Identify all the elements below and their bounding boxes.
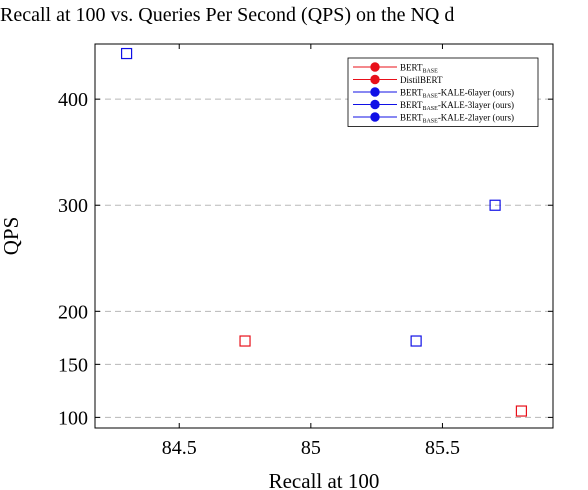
y-tick-label: 150	[58, 354, 88, 376]
x-axis-label: Recall at 100	[269, 469, 380, 490]
x-tick-label: 85.5	[425, 437, 460, 459]
legend-label: BERTBASE-KALE-6layer (ours)	[400, 88, 514, 100]
legend-label: DistilBERT	[400, 75, 443, 85]
chart-title: Recall at 100 vs. Queries Per Second (QP…	[0, 4, 455, 26]
data-point	[120, 47, 133, 60]
plot-frame	[94, 43, 554, 429]
y-tick-label: 100	[58, 407, 88, 429]
y-tick-label: 200	[58, 301, 88, 323]
legend-label: BERTBASE	[400, 63, 438, 75]
legend-marker	[370, 99, 380, 110]
x-tick-label: 84.5	[162, 437, 197, 459]
data-point	[410, 335, 422, 347]
x-tick-label: 85	[301, 437, 321, 459]
data-point	[515, 405, 528, 417]
legend-marker	[370, 112, 380, 122]
legend-marker	[370, 62, 380, 72]
y-tick-label: 300	[58, 195, 88, 217]
data-point	[489, 199, 501, 211]
legend-label: BERTBASE-KALE-2layer (ours)	[400, 113, 514, 125]
y-axis-label: QPS	[0, 217, 23, 256]
data-point	[239, 335, 251, 347]
legend-marker	[370, 74, 380, 85]
legend-label: BERTBASE-KALE-3layer (ours)	[400, 100, 514, 112]
y-tick-label: 400	[58, 89, 88, 111]
legend-marker	[370, 87, 380, 97]
